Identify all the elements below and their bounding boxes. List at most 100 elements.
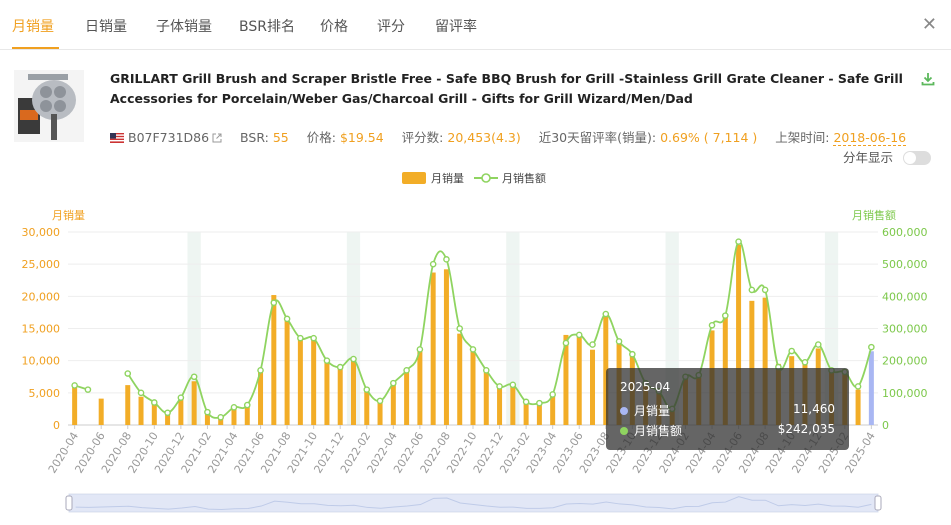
sales-point-2020-10 [151,399,158,406]
tab-bar: 月销量 日销量 子体销量 BSR排名 价格 评分 留评率 ✕ [0,0,951,50]
sales-point-2021-04 [230,404,238,411]
sales-point-2021-09 [297,334,304,342]
tab-monthly-sales[interactable]: 月销量 [12,19,54,35]
bar-2024-06 [736,244,742,425]
legend-units-label: 月销量 [431,171,464,185]
year-split-toggle[interactable] [903,151,931,165]
legend-sales-marker [481,173,491,183]
y-right-tick-6: 600,000 [882,226,928,239]
y-right-tick-3: 300,000 [882,323,928,336]
close-icon[interactable]: ✕ [921,14,937,35]
year-split-toggle-wrap: 分年显示 [843,147,931,166]
zoom-slider-right-handle[interactable] [874,495,882,511]
sales-point-2023-01 [509,381,517,389]
sales-point-2021-01 [190,373,198,381]
bar-2021-06 [258,370,264,425]
legend-units-swatch [402,172,426,184]
bar-2020-06 [98,398,104,425]
chart-tooltip: 2025-04 月销量 11,460 月销售额 $242,035 [606,368,849,450]
sales-point-2023-04 [549,391,556,398]
bar-2020-08 [125,385,131,425]
bar-2021-05 [244,405,250,425]
sales-point-2022-09 [456,325,464,332]
y-left-tick-4: 20,000 [22,290,61,303]
sales-point-2022-11 [482,367,490,374]
y-left-tick-1: 5,000 [29,387,61,400]
sales-point-2024-08 [761,286,769,294]
bar-2020-10 [151,403,157,425]
zoom-slider-selection [69,494,878,512]
sales-point-2022-06 [416,346,424,353]
sales-point-2024-10 [788,347,795,355]
y-right-axis-label: 月销售额 [852,208,896,222]
sales-point-2023-05 [562,339,570,347]
sales-point-2023-09 [615,338,623,345]
zoom-slider-left-handle[interactable] [65,495,73,511]
bar-2025-03 [855,389,861,425]
tooltip-sales-dot [620,427,628,435]
tooltip-units-row: 月销量 11,460 [620,402,835,419]
sales-point-2025-03 [854,383,862,390]
bar-2022-08 [443,269,449,425]
bar-2023-05 [563,334,569,425]
bar-2024-07 [749,300,755,425]
external-link-icon[interactable] [212,133,222,143]
sales-point-2020-09 [137,389,145,397]
sales-point-2024-06 [735,238,742,245]
sales-point-2022-08 [443,256,450,263]
sales-point-2021-02 [204,408,211,416]
sales-point-2021-05 [243,401,251,409]
sales-point-2022-02 [363,386,371,393]
bar-2021-12 [337,367,343,425]
sales-point-2020-04 [71,382,78,389]
bar-2020-11 [165,412,171,425]
y-right-tick-0: 0 [882,419,889,432]
tab-variant-sales[interactable]: 子体销量 [156,19,212,35]
price-value: $19.54 [339,130,384,145]
bsr-label: BSR: [240,130,269,145]
download-icon[interactable] [921,72,935,86]
bar-2022-05 [404,370,410,425]
y-right-tick-2: 200,000 [882,355,928,368]
product-meta: B07F731D86 BSR: 55 价格: $19.54 评分数: 20,45… [110,127,907,146]
sales-point-2021-11 [323,357,331,364]
active-tab-indicator [12,47,59,49]
reviews-value: 20,453(4.3) [447,130,521,145]
sales-point-2023-07 [589,341,596,348]
sales-point-2024-04 [708,321,716,329]
tooltip-units-value: 11,460 [793,402,835,416]
tab-price[interactable]: 价格 [320,19,348,35]
sales-point-2024-12 [814,341,822,348]
review-rate-label: 近30天留评率(销量): [538,130,657,145]
sales-point-2021-07 [270,299,278,307]
sales-point-2022-10 [469,346,477,353]
bar-2022-11 [483,370,489,425]
tab-daily-sales[interactable]: 日销量 [85,19,127,35]
bar-2024-08 [762,297,768,425]
reviews-label: 评分数: [401,130,444,145]
sales-point-2022-04 [390,379,397,387]
tab-review-rate[interactable]: 留评率 [435,19,477,35]
y-left-axis-label: 月销量 [52,208,85,222]
sales-point-2023-10 [629,350,636,358]
sales-point-2024-07 [748,286,756,294]
year-split-label: 分年显示 [842,150,893,165]
sales-point-2024-05 [721,312,729,319]
product-image [14,70,84,142]
bar-2021-02 [204,412,210,425]
sales-point-2021-08 [283,315,291,323]
y-left-tick-2: 10,000 [22,355,61,368]
bar-2022-01 [350,358,356,425]
bar-2022-12 [497,386,503,425]
tab-rating[interactable]: 评分 [377,19,405,35]
bar-2022-02 [364,389,370,425]
bsr-value: 55 [272,130,289,145]
tab-bsr-rank[interactable]: BSR排名 [239,19,295,35]
y-right-tick-5: 500,000 [882,258,928,271]
legend-sales-label: 月销售额 [502,171,546,185]
bar-2022-06 [417,349,423,425]
sales-point-2023-06 [575,331,583,339]
sales-point-2022-12 [496,383,503,390]
listed-date[interactable]: 2018-06-16 [833,130,907,146]
bar-2022-03 [377,401,383,425]
